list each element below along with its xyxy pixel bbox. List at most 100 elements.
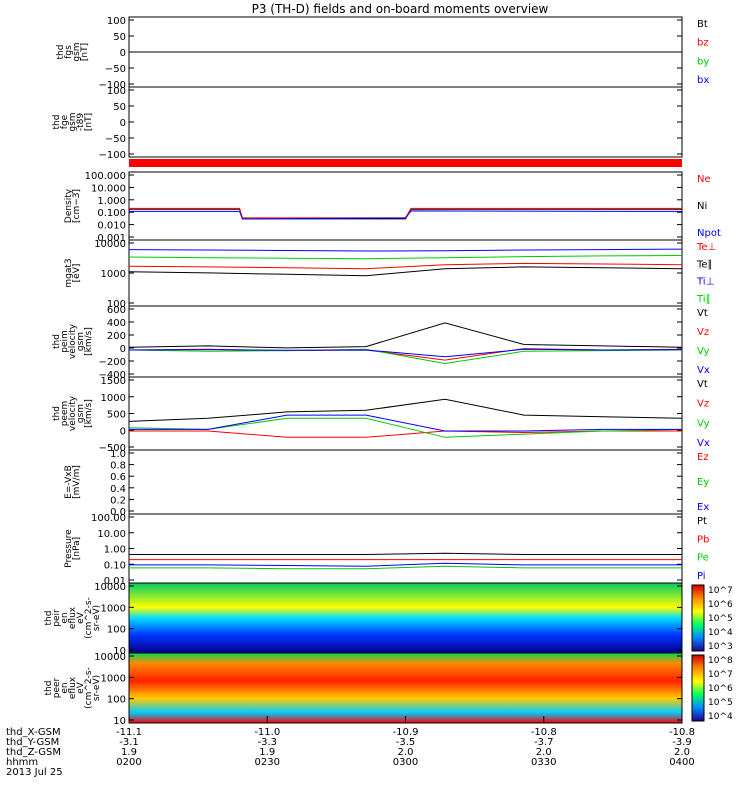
ylabel-line: gsm (68, 112, 78, 131)
legend-Pi: Pi (697, 571, 706, 582)
ytick-label: 100 (107, 16, 126, 27)
legend-Vx: Vx (697, 438, 710, 449)
ytick-label: −50 (105, 134, 126, 145)
ylabel-line: [mV/m] (72, 465, 82, 499)
xaxis-value: -3.3 (257, 737, 277, 748)
ytick-label: 10000 (94, 652, 126, 663)
ylabel-line: [km/s] (84, 399, 94, 428)
ytick-label: 50 (113, 102, 126, 113)
ylabel-line: en (60, 682, 70, 693)
ylabel-line: velocity (68, 323, 78, 359)
legend-Npot: Npot (697, 228, 721, 239)
ylabel-line: [cm−3] (72, 189, 82, 223)
xaxis-row-label: thd_Y-GSM (6, 737, 59, 748)
panel-frame (128, 171, 683, 241)
ylabel-line: fgs (64, 45, 74, 59)
ylabel-line: (cm^2-s- (84, 667, 94, 709)
xaxis-value: -11.1 (116, 727, 142, 738)
xaxis-value: 2.0 (536, 747, 552, 758)
series-Pe (129, 565, 682, 570)
legend-Vx: Vx (697, 365, 710, 376)
series-Pi (129, 562, 682, 567)
date-label: 2013 Jul 25 (6, 767, 63, 778)
legend-bx: bx (697, 75, 709, 86)
spectrogram-peer (129, 653, 682, 723)
ylabel-line: (cm^2-s- (84, 597, 94, 639)
ytick-label: 1.000 (97, 196, 126, 207)
ylabel-line: eflux (68, 676, 78, 699)
panel-frame (128, 376, 683, 451)
ytick-label: 400 (107, 318, 126, 329)
series-Vt (128, 322, 683, 349)
legend-Te⊥: Te⊥ (696, 242, 716, 253)
ytick-label: 600 (107, 305, 126, 316)
xaxis-value: 0200 (116, 757, 141, 768)
ytick-label: 100 (107, 695, 126, 706)
ytick-label: 0.001 (97, 233, 126, 244)
colorbar-label: 10^7 (708, 670, 733, 680)
ylabel-line: peir (52, 609, 62, 627)
colorbar-label: 10^8 (708, 656, 733, 666)
ytick-label: 0.0 (110, 507, 126, 518)
xaxis-value: -3.5 (396, 737, 416, 748)
colorbar-label: 10^4 (708, 628, 733, 638)
legend-Pt: Pt (697, 516, 707, 527)
xaxis-value: -3.7 (534, 737, 554, 748)
series-Pt (129, 552, 682, 555)
legend-Pb: Pb (697, 534, 709, 545)
series-Vx (128, 348, 683, 358)
ylabel-line: en (60, 612, 70, 623)
colorbar-label: 10^4 (708, 712, 733, 722)
ytick-label: 0.100 (97, 208, 126, 219)
ytick-label: 1.0 (110, 449, 126, 460)
xaxis-value: 0230 (255, 757, 280, 768)
ylabel-line: velocity (68, 395, 78, 431)
xaxis-row-label: hhmm (6, 757, 38, 768)
ytick-label: 50 (113, 32, 126, 43)
ytick-label: −500 (99, 443, 126, 454)
ytick-label: 1000 (101, 269, 126, 280)
ytick-label: −200 (99, 357, 126, 368)
ytick-label: 200 (107, 331, 126, 342)
series-Vz (129, 430, 682, 438)
ylabel-line: mgat3 (64, 258, 74, 287)
ytick-label: 100 (107, 86, 126, 97)
ylabel-line: thd (52, 334, 62, 349)
series-Te⊥ (128, 262, 683, 270)
ytick-label: 0.6 (110, 472, 126, 483)
ylabel-line: thd (44, 681, 54, 696)
ytick-label: 1500 (101, 376, 126, 387)
ytick-label: 0.8 (110, 461, 126, 472)
xaxis-value: -10.8 (531, 727, 557, 738)
xaxis-value: 0330 (531, 757, 556, 768)
legend-Ex: Ex (697, 502, 709, 513)
xaxis-value: -10.9 (393, 727, 419, 738)
series-Vt (128, 398, 683, 422)
xaxis-value: -11.0 (254, 727, 280, 738)
panel-frame (128, 513, 683, 584)
ylabel-line: eV (76, 681, 86, 694)
series-Ne (129, 207, 682, 219)
ytick-label: 10.000 (91, 183, 126, 194)
ytick-label: −100 (99, 80, 126, 91)
xaxis-value: -3.9 (672, 737, 692, 748)
series-Ti⊥ (128, 248, 683, 252)
legend-Vy: Vy (697, 346, 710, 357)
ylabel-line: thd (44, 611, 54, 626)
xaxis-row-label: thd_Z-GSM (6, 747, 61, 758)
series-Vx (129, 414, 682, 432)
ylabel-line: gsm (72, 42, 82, 61)
panel-frame (128, 449, 683, 515)
ytick-label: −50 (105, 64, 126, 75)
ytick-label: 100 (107, 625, 126, 636)
ylabel-line: E=-VxB (64, 465, 74, 499)
ytick-label: 10 (113, 716, 126, 727)
colorbar-label: 10^7 (708, 586, 733, 596)
xaxis-value: -3.1 (119, 737, 139, 748)
ylabel-line: thd (56, 45, 66, 60)
legend-Ni: Ni (697, 201, 707, 212)
legend-Ti⊥: Ti⊥ (696, 277, 714, 288)
ytick-label: 10.00 (97, 529, 126, 540)
ytick-label: 1.00 (104, 545, 126, 556)
